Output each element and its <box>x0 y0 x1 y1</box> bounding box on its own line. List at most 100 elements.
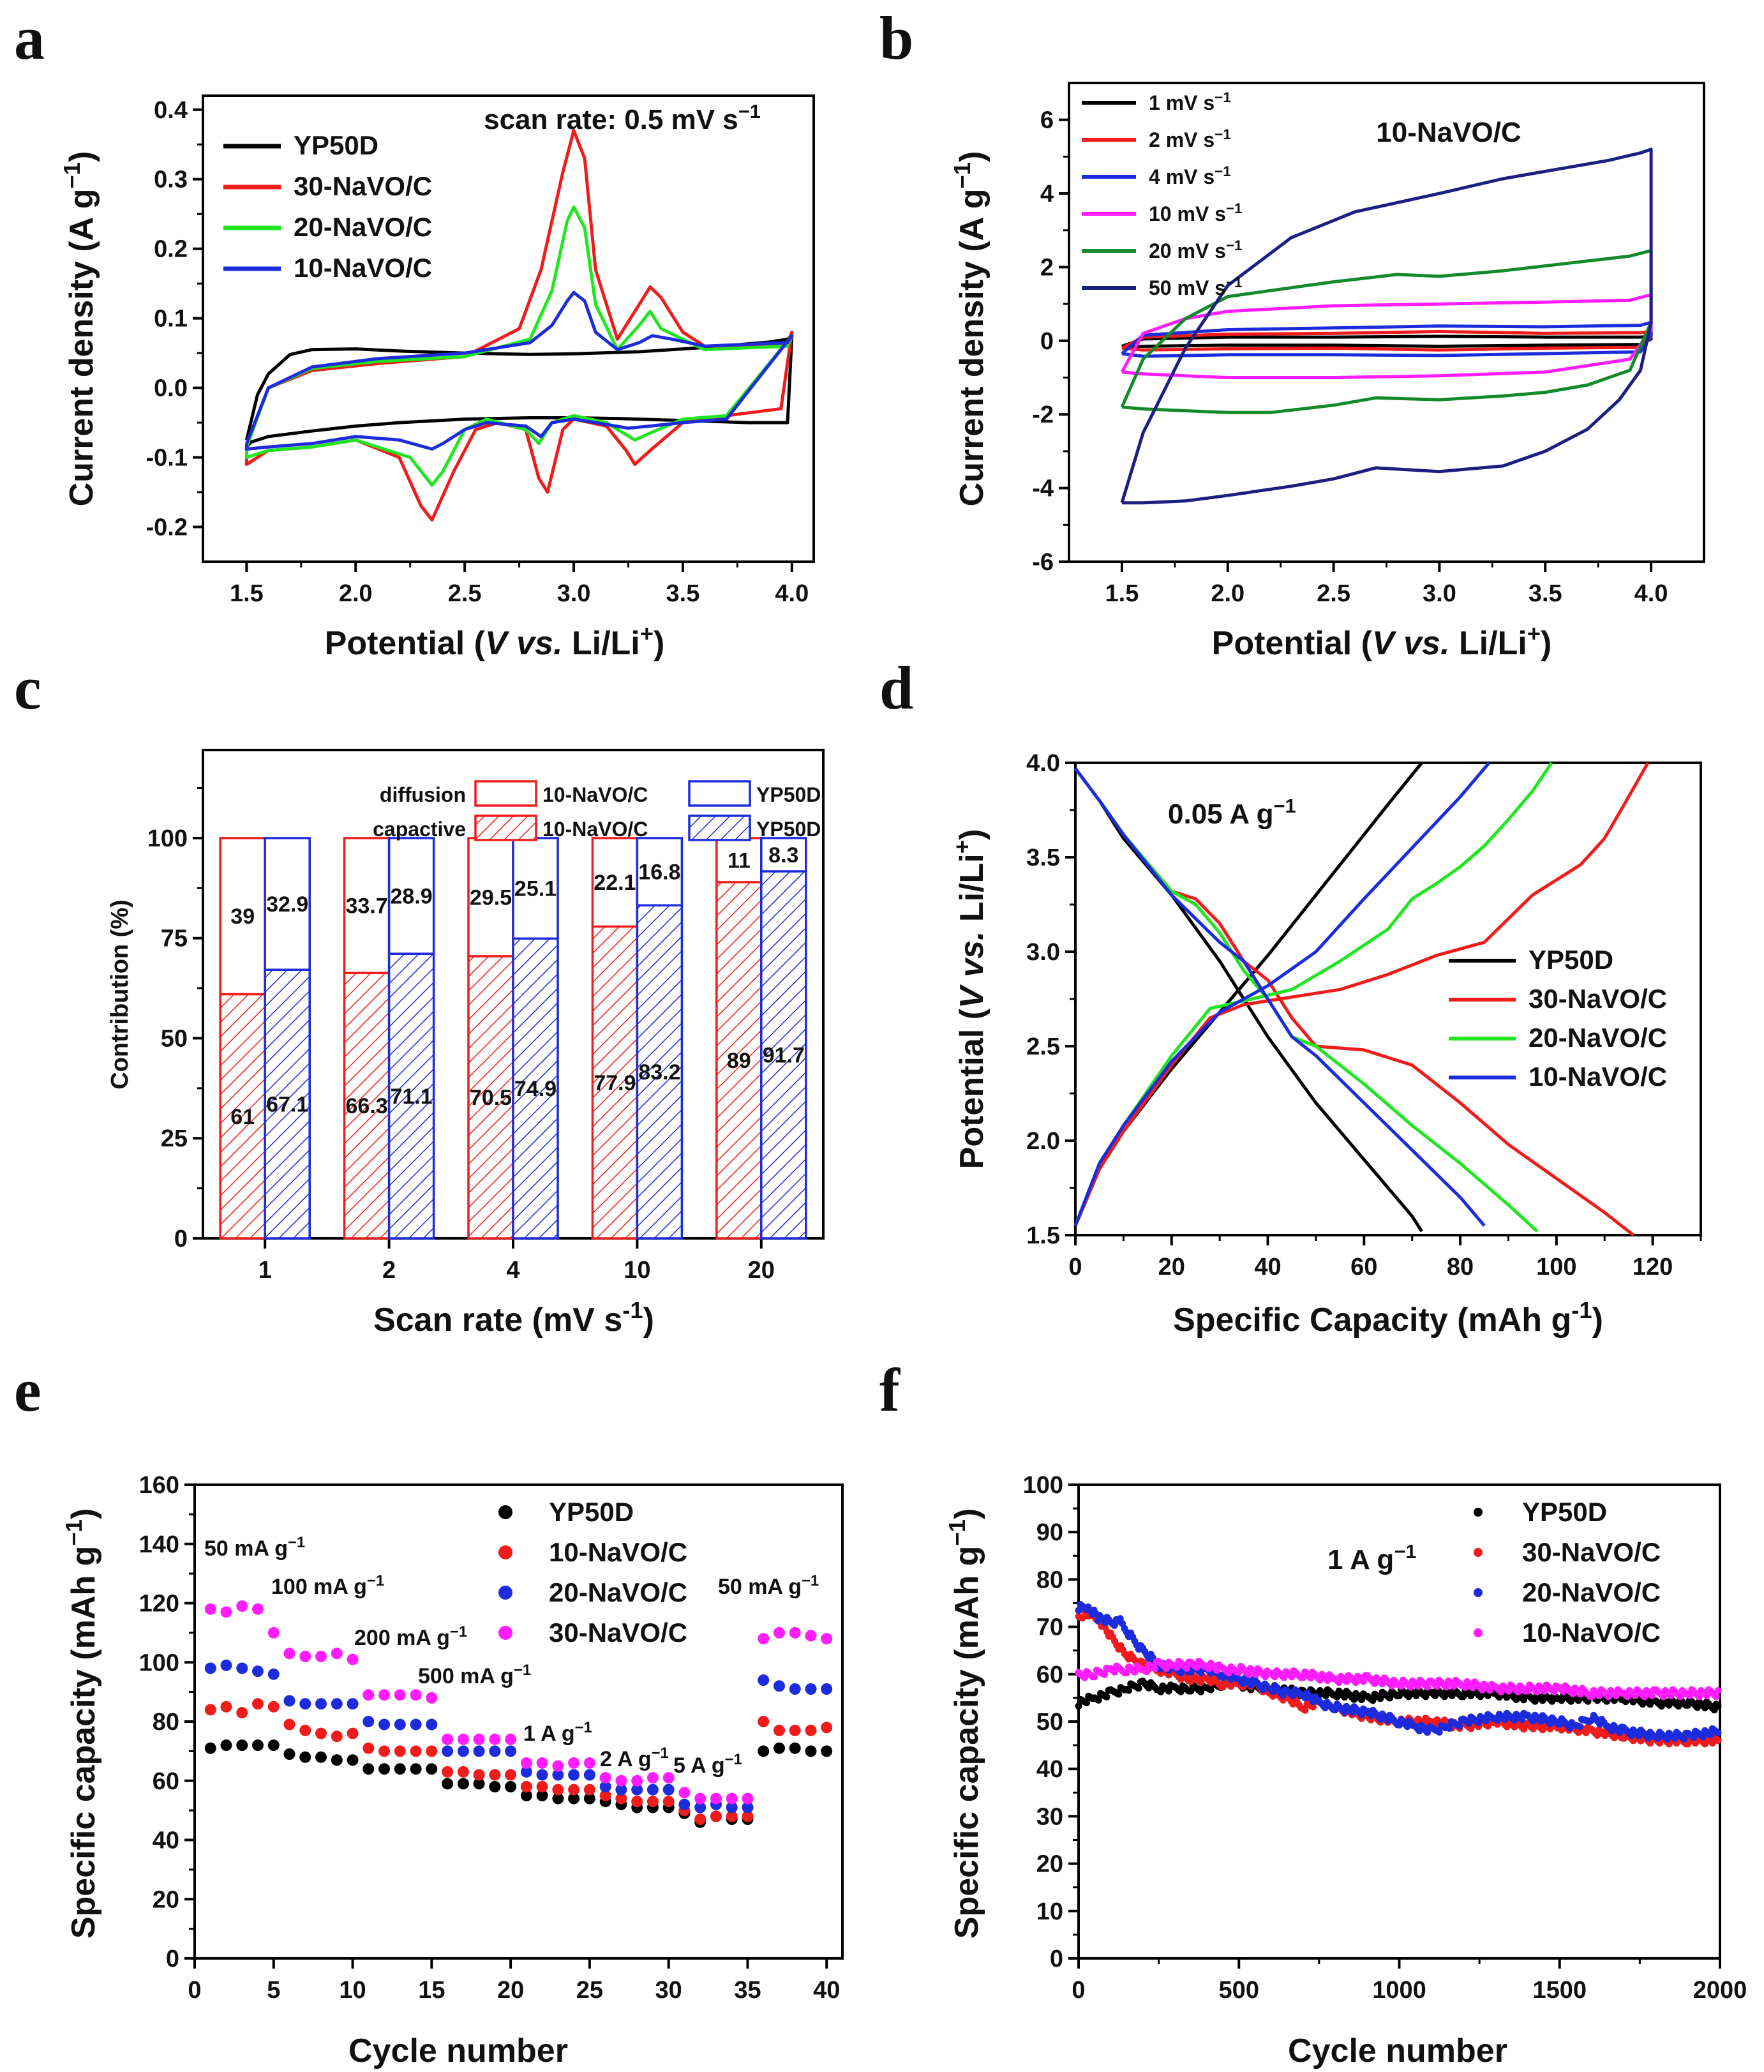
chart-a-ytick-label: -0.1 <box>146 445 188 472</box>
chart-f-ylabel: Specific capacity (mAh g−1) <box>944 1508 986 1939</box>
chart-e-point-30-NaVO/C <box>710 1792 722 1805</box>
chart-a-xtick-label: 1.5 <box>230 580 264 607</box>
chart-d-xtick-label: 100 <box>1536 1254 1576 1280</box>
chart-f-point-10-NaVO/C <box>1424 1683 1431 1691</box>
chart-e-point-YP50D <box>583 1792 595 1805</box>
chart-e-point-30-NaVO/C <box>220 1606 232 1618</box>
chart-e-point-20-NaVO/C <box>631 1783 643 1796</box>
panel-label-d: d <box>879 654 913 722</box>
chart-e-point-20-NaVO/C <box>678 1798 691 1810</box>
chart-d-annotation: 0.05 A g−1 <box>1168 795 1296 830</box>
chart-e-point-20-NaVO/C <box>821 1683 833 1695</box>
chart-e-point-20-NaVO/C <box>236 1662 248 1674</box>
chart-c-bar-label-diffusion: 32.9 <box>266 892 308 917</box>
chart-e-point-30-NaVO/C <box>821 1633 833 1645</box>
chart-e-point-10-NaVO/C <box>615 1792 627 1805</box>
chart-b-ytick-label: 6 <box>1040 107 1054 134</box>
chart-e-point-10-NaVO/C <box>662 1796 675 1808</box>
chart-e-rate-label-part: 500 mA g <box>418 1664 514 1688</box>
chart-e-point-20-NaVO/C <box>726 1801 738 1813</box>
chart-e-point-10-NaVO/C <box>331 1730 343 1743</box>
chart-e-rate-label-part: −1 <box>802 1572 819 1589</box>
chart-e-rate-label-part: 1 A g <box>523 1722 575 1746</box>
chart-e-xtick-label: 0 <box>188 1977 201 2004</box>
chart-c-ytick-label: 0 <box>174 1226 188 1252</box>
chart-e-point-10-NaVO/C <box>394 1745 406 1757</box>
chart-e-point-YP50D <box>489 1781 501 1792</box>
chart-b-legend-label-part: −1 <box>1215 126 1231 142</box>
chart-e-point-30-NaVO/C <box>299 1651 311 1662</box>
chart-e-point-20-NaVO/C <box>615 1783 627 1796</box>
chart-e-point-20-NaVO/C <box>758 1674 770 1686</box>
chart-d-annotation-part: 0.05 A g <box>1168 799 1273 830</box>
chart-f-point-20-NaVO/C <box>1680 1736 1688 1743</box>
chart-b-legend-label: 1 mV s−1 <box>1149 89 1231 115</box>
chart-e-legend-marker <box>498 1626 512 1640</box>
chart-b-xtick-label: 2.5 <box>1317 580 1350 607</box>
chart-e-point-20-NaVO/C <box>742 1801 754 1813</box>
chart-e-point-10-NaVO/C <box>252 1698 264 1710</box>
chart-c-bar-label-diffusion: 39 <box>230 905 255 929</box>
chart-e-point-30-NaVO/C <box>789 1626 801 1639</box>
chart-a-xtick-label: 3.5 <box>666 580 700 607</box>
chart-e-point-YP50D <box>347 1754 359 1766</box>
chart-f-ytick-label: 30 <box>1036 1803 1063 1830</box>
chart-f-point-10-NaVO/C <box>1712 1693 1720 1700</box>
chart-f-annotation-part: −1 <box>1394 1540 1416 1563</box>
chart-a-ytick-label: 0.2 <box>154 236 188 263</box>
chart-c-legend-label: YP50D <box>756 818 821 841</box>
chart-f-point-YP50D <box>1714 1702 1722 1710</box>
chart-d-ytick-label: 3.5 <box>1026 845 1060 871</box>
chart-b-legend-label-part: −1 <box>1226 200 1243 216</box>
chart-c-bar-label-capacitive: 83.2 <box>638 1060 680 1085</box>
panel-label-e: e <box>14 1356 41 1424</box>
chart-e-rate-label: 2 A g−1 <box>600 1745 669 1772</box>
chart-b-xtick-label: 3.5 <box>1529 580 1562 607</box>
chart-f-point-YP50D <box>1369 1697 1377 1704</box>
chart-b-series-20mVs-1 <box>1120 249 1653 414</box>
chart-e-point-10-NaVO/C <box>204 1704 216 1716</box>
chart-c-legend-swatch <box>688 780 751 807</box>
chart-e-point-10-NaVO/C <box>410 1745 422 1757</box>
chart-e-point-30-NaVO/C <box>774 1626 785 1639</box>
chart-e-rate-label-part: −1 <box>575 1719 592 1736</box>
chart-e-point-10-NaVO/C <box>489 1769 501 1781</box>
chart-e-point-30-NaVO/C <box>410 1689 422 1701</box>
chart-f-annotation: 1 A g−1 <box>1327 1540 1416 1576</box>
chart-e-point-30-NaVO/C <box>536 1757 548 1769</box>
chart-b-ytick-label: -4 <box>1032 476 1054 502</box>
chart-a-xtick-label: 3.0 <box>557 580 591 607</box>
chart-a: 1.5 2.0 2.5 3.0 3.5 4.0 -0.2 -0.1 0.0 0.1 0.2 0.3 0.… <box>59 94 815 662</box>
chart-e-ylabel-part: −1 <box>61 1519 87 1546</box>
chart-c-bar-label-diffusion: 29.5 <box>470 885 512 910</box>
chart-e-point-10-NaVO/C <box>442 1766 454 1778</box>
chart-e-point-YP50D <box>457 1778 469 1790</box>
chart-e-point-30-NaVO/C <box>315 1651 327 1662</box>
chart-d-legend-label: 20-NaVO/C <box>1529 1023 1667 1053</box>
chart-b-annotation: 10-NaVO/C <box>1376 117 1521 148</box>
chart-a-ytick-label: 0.4 <box>154 97 188 124</box>
chart-d-xlabel-part: Specific Capacity (mAh g <box>1173 1302 1571 1339</box>
chart-c-xlabel: Scan rate (mV s-1) <box>373 1297 654 1339</box>
chart-b-series-1mVs-1 <box>1121 334 1653 348</box>
chart-d-ytick-label: 2.5 <box>1026 1033 1060 1060</box>
chart-c-bar-diffusion-YP50D <box>512 837 559 940</box>
chart-c-xlabel-part: -1 <box>622 1297 643 1323</box>
chart-e-point-20-NaVO/C <box>347 1698 359 1710</box>
chart-e-legend-label: 30-NaVO/C <box>549 1618 687 1648</box>
chart-e-rate-label: 1 A g−1 <box>523 1719 592 1746</box>
chart-b-legend-label-part: 20 mV s <box>1149 239 1226 262</box>
chart-e-point-30-NaVO/C <box>742 1792 754 1805</box>
chart-d-xtick-label: 40 <box>1254 1254 1281 1280</box>
chart-c-bar-diffusion-10-NaVO/C <box>219 837 266 996</box>
chart-e-point-YP50D <box>394 1763 406 1775</box>
chart-e-rate-label-part: 100 mA g <box>271 1575 367 1599</box>
chart-e-point-20-NaVO/C <box>805 1683 817 1695</box>
chart-f-ytick-label: 80 <box>1036 1566 1063 1593</box>
chart-f-point-20-NaVO/C <box>1247 1681 1255 1689</box>
chart-c-legend-row-label: capactive <box>373 818 466 841</box>
chart-b-legend-label-part: −1 <box>1226 274 1243 290</box>
chart-c-bar-capacitive-YP50D <box>636 904 684 1240</box>
chart-e-point-10-NaVO/C <box>283 1718 295 1730</box>
chart-c-bar-diffusion-YP50D <box>636 837 684 907</box>
